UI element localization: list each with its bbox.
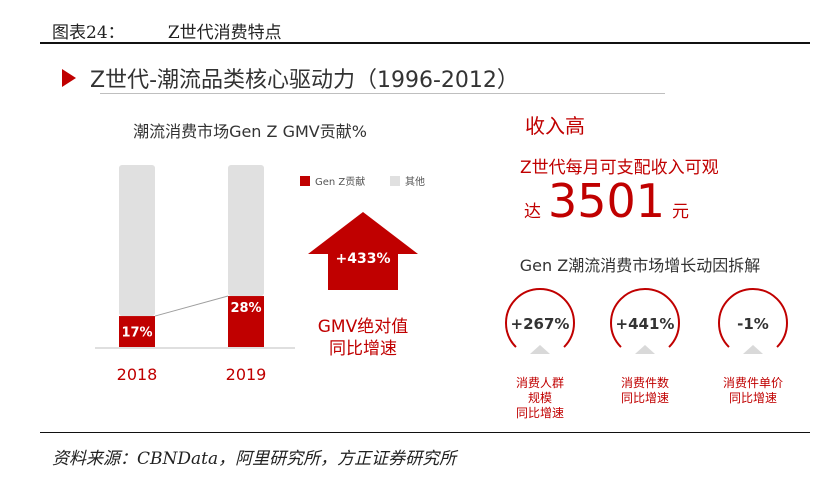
up-arrow-icon: [308, 212, 418, 290]
bar-genz-2019: [228, 296, 264, 347]
connector-line: [154, 295, 229, 317]
breakdown-value: -1%: [737, 315, 769, 333]
bar-other-2018: [119, 165, 155, 317]
bar-genz-2018: [119, 316, 155, 347]
income-amount-line: 达 3501 元: [524, 174, 689, 228]
breakdown-value: +441%: [616, 315, 675, 333]
x-tick-label: 2018: [117, 365, 158, 384]
annotation-line-2: 同比增速: [329, 339, 397, 359]
breakdown-title: Gen Z潮流消费市场增长动因拆解: [520, 256, 760, 275]
breakdown-label-line: 消费件数: [621, 375, 669, 390]
income-unit: 元: [672, 202, 689, 222]
legend-label-other: 其他: [405, 175, 425, 188]
breakdown-label-line: 规模: [528, 390, 552, 405]
income-prefix: 达: [524, 202, 541, 222]
section-underline: [100, 93, 665, 94]
triangle-bullet-icon: [62, 69, 76, 87]
figure-title: 图表24： Z世代消费特点: [52, 23, 282, 43]
bar-group: 17% 2018 28% 2019: [117, 165, 267, 384]
caret-icon: [635, 345, 655, 354]
circle-ring: [718, 288, 788, 348]
section-title: Z世代-潮流品类核心驱动力（1996-2012）: [90, 68, 519, 93]
chart-title: 潮流消费市场Gen Z GMV贡献%: [133, 122, 367, 141]
top-rule: [40, 42, 810, 44]
annotation-line-1: GMV绝对值: [318, 317, 408, 337]
income-block: 收入高 Z世代每月可支配收入可观 达 3501 元: [520, 114, 719, 228]
circle-ring: [505, 288, 575, 348]
circle-ring: [610, 288, 680, 348]
legend-label-genz: Gen Z贡献: [315, 175, 365, 188]
caret-icon: [530, 345, 550, 354]
legend-swatch-other: [390, 176, 400, 186]
breakdown-label-line: 消费件单价: [723, 376, 783, 390]
bar-other-2019: [228, 165, 264, 297]
breakdown-label-line: 同比增速: [729, 391, 777, 405]
caret-icon: [743, 345, 763, 354]
source-note: 资料来源：CBNData，阿里研究所，方正证券研究所: [52, 449, 457, 469]
growth-arrow: +433% GMV绝对值 同比增速: [308, 212, 418, 359]
breakdown-label-line: 消费人群: [516, 376, 564, 390]
breakdown-value: +267%: [511, 315, 570, 333]
legend-swatch-genz: [300, 176, 310, 186]
income-amount: 3501: [548, 174, 665, 228]
breakdown-label-line: 同比增速: [621, 391, 669, 405]
arrow-label: +433%: [336, 251, 391, 267]
income-heading: 收入高: [525, 114, 585, 138]
x-tick-label: 2019: [226, 365, 267, 384]
breakdown-label-line: 同比增速: [516, 406, 564, 420]
bottom-rule: [40, 432, 810, 433]
legend: Gen Z贡献 其他: [300, 175, 425, 188]
section-header: Z世代-潮流品类核心驱动力（1996-2012）: [62, 62, 519, 94]
bar-value-label: 28%: [230, 301, 261, 316]
bar-value-label: 17%: [121, 326, 152, 341]
income-description: Z世代每月可支配收入可观: [520, 158, 719, 178]
